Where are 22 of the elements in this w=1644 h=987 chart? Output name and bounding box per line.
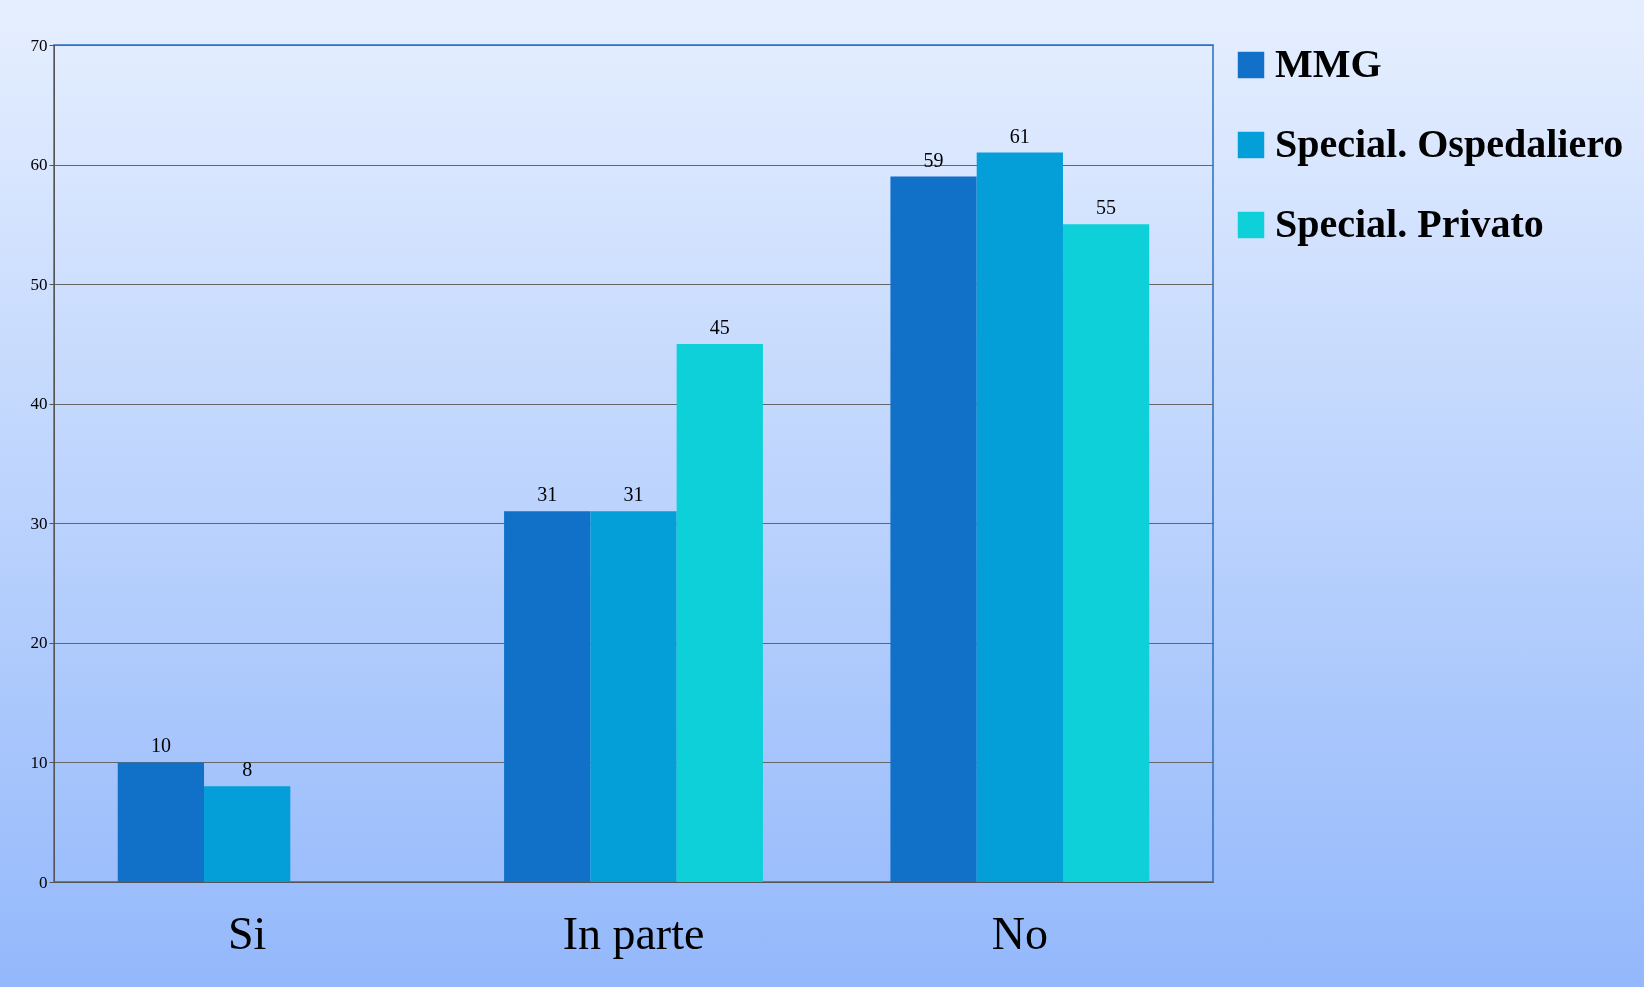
data-label: 55 [1096, 196, 1117, 219]
x-tick-label: In parte [562, 907, 705, 959]
y-tick-label: 0 [39, 872, 48, 892]
x-tick-label: Si [227, 907, 267, 959]
data-label: 31 [537, 483, 558, 506]
y-tick-label: 30 [30, 513, 48, 533]
legend-label: Special. Ospedaliero [1275, 121, 1624, 166]
data-label: 10 [150, 734, 171, 757]
y-tick-label: 20 [30, 633, 48, 653]
y-tick-label: 50 [30, 274, 48, 294]
data-label: 45 [709, 315, 730, 338]
data-label: 59 [923, 148, 944, 171]
data-label: 31 [623, 483, 644, 506]
data-label: 8 [242, 758, 253, 781]
y-tick-label: 70 [30, 35, 48, 55]
legend-label: MMG [1275, 41, 1382, 86]
legend-label: Special. Privato [1275, 201, 1544, 246]
y-tick-label: 60 [30, 155, 48, 175]
y-tick-label: 10 [30, 752, 48, 772]
data-label: 61 [1009, 124, 1030, 147]
y-tick-label: 40 [30, 394, 48, 414]
x-tick-label: No [991, 907, 1048, 959]
